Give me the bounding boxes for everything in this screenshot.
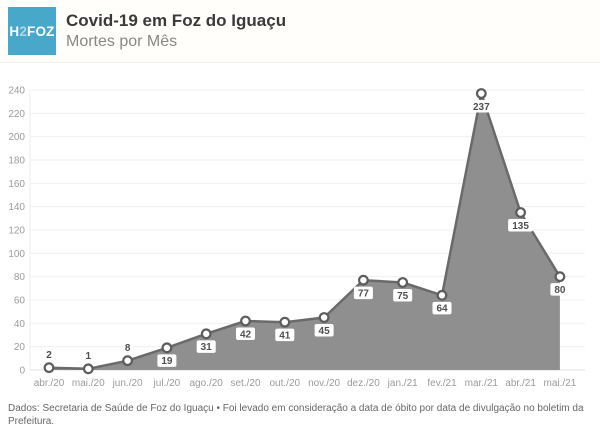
x-tick-label: ago./20 [190,378,224,389]
page-subtitle: Mortes por Mês [66,33,178,51]
data-point-out./20[interactable] [279,316,291,328]
y-tick-label: 100 [8,249,25,260]
data-point-abr./20[interactable] [43,362,55,374]
data-point-jul./20[interactable] [161,342,173,354]
y-tick-label: 0 [19,366,25,377]
x-tick-label: nov./20 [308,378,340,389]
data-point-mai./21[interactable] [554,271,566,283]
data-label-bg [468,100,494,113]
data-label-bg [550,283,570,296]
data-label: 75 [397,291,409,302]
data-point-mai./20[interactable] [82,363,94,375]
data-point-abr./21[interactable] [515,207,526,218]
y-tick-label: 20 [14,342,26,353]
x-tick-label: dez./20 [347,378,380,389]
data-label: 19 [161,356,173,367]
data-point-ago./20[interactable] [200,328,212,340]
data-label: 80 [554,285,566,296]
data-label-bg [432,301,452,315]
y-tick-label: 60 [14,296,26,307]
y-tick-label: 220 [8,109,25,120]
y-tick-label: 240 [8,86,25,97]
data-label: 42 [240,329,252,340]
data-label: 237 [473,102,490,113]
x-tick-label: mar./21 [465,378,499,389]
logo-text-h: H [9,23,20,39]
data-label-bg [42,348,56,361]
data-point-jan./21[interactable] [397,277,409,288]
data-label: 64 [436,304,448,315]
series-line [48,92,561,371]
data-label-bg [393,289,413,302]
y-tick-label: 140 [8,202,25,213]
data-point-jun./20[interactable] [122,355,133,367]
chart-area: 0 20 40 60 80 100 120 140 160 180 200 220 240 2 abr./2… [0,63,600,396]
x-tick-label: fev./21 [427,378,457,389]
footer-source-note: Dados: Secretaria de Saúde de Foz do Igu… [0,396,600,428]
chart-canvas[interactable]: 0204060801001201401601802002202402abr./2… [0,63,600,396]
data-label: 31 [201,342,213,353]
x-tick-label: abr./21 [505,378,536,389]
data-point-fev./21[interactable] [436,289,448,301]
data-point-mar./21[interactable] [475,88,487,99]
data-label-bg [196,340,216,353]
data-label: 41 [279,330,291,341]
logo-text-2: 2 [19,23,28,39]
y-tick-label: 80 [14,272,26,283]
page-title: Covid-19 em Foz do Iguaçu [66,10,287,30]
data-label: 2 [46,350,52,361]
x-tick-label: mai./20 [72,378,105,389]
header: H 2 FOZ Covid-19 em Foz do Iguaçu Mortes p… [0,0,600,63]
data-label-bg [81,349,95,362]
data-label-bg [236,327,255,340]
data-label: 8 [125,343,131,354]
data-label-bg [508,219,534,232]
x-tick-label: jan./21 [387,378,418,389]
y-tick-label: 200 [8,132,25,143]
h2foz-logo: H 2 FOZ [8,7,56,55]
data-label-bg [121,341,135,354]
y-tick-label: 40 [14,319,26,330]
data-label-bg [275,328,295,342]
data-label-bg [314,324,334,337]
data-label-bg [353,286,373,300]
data-label: 77 [358,288,370,299]
data-label-bg [157,354,177,367]
data-point-dez./20[interactable] [358,274,369,286]
title-block: Covid-19 em Foz do Iguaçu Mortes por Mês [66,10,286,52]
y-tick-label: 160 [8,179,25,190]
data-label: 135 [512,221,529,232]
x-tick-label: jul./20 [153,378,181,389]
area-series [49,93,560,370]
x-tick-label: jun./20 [112,378,143,389]
data-label: 1 [86,351,92,362]
data-point-nov./20[interactable] [318,312,330,323]
x-tick-label: mai./21 [544,378,577,389]
data-point-set./20[interactable] [240,315,251,327]
x-tick-label: abr./20 [34,378,65,389]
y-tick-label: 180 [8,156,25,167]
x-tick-label: out./20 [270,378,301,389]
x-tick-label: set./20 [230,378,260,389]
y-tick-label: 120 [8,226,25,237]
logo-text-foz: FOZ [27,23,55,39]
data-label: 45 [319,326,331,337]
